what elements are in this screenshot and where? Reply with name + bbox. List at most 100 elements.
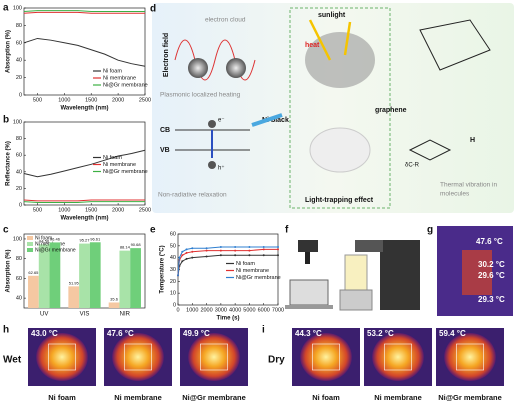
diagram-d: d Electron field electron cloud Plasmoni… [150,3,514,213]
x-tick-label: 2500 [139,97,151,103]
x-tick-label: 6000 [258,307,270,313]
bar [38,244,50,308]
temperature: 49.9 °C [183,329,210,338]
point [262,254,265,257]
bar [130,248,141,308]
panel-g: g 47.6 °C 30.2 °C 29.6 °C 29.3 °C [427,225,513,316]
panel-label: d [150,4,156,15]
condition: Wet [3,355,22,366]
particle [226,58,246,78]
x-tick-label: 2500 [139,207,151,213]
point [248,249,251,252]
y-tick-label: 80 [16,256,22,262]
point [178,256,181,259]
hot-region [112,333,164,381]
point [205,255,208,258]
point [262,246,265,249]
point [185,257,188,260]
sunlight: sunlight [318,12,346,19]
x-tick-label: 2000 [200,307,212,313]
hot-region [372,333,424,381]
y-tick-label: 30 [170,267,176,273]
legend-swatch [27,248,33,252]
point [234,249,237,252]
legend-label: Ni foam [103,155,122,161]
y-tick-label: 20 [16,186,22,192]
line-series [23,10,145,12]
bar [28,275,39,308]
ni-black-cluster [305,32,375,88]
plasmonic: Plasmonic localized heating [160,92,241,99]
electron: e⁻ [218,118,225,124]
line-series [23,149,146,178]
x-tick-label: 1000 [58,207,70,213]
bar [49,242,61,308]
y-axis-label: Absorption (%) [6,30,12,73]
value-label: 94.56 [39,238,50,243]
point [219,246,222,249]
bar [79,243,90,308]
y-tick-label: 0 [173,302,176,308]
point [248,254,251,257]
y-tick-label: 100 [13,119,22,125]
bar [108,302,120,308]
temperature: 29.6 °C [478,271,505,280]
sample-frame [384,343,412,371]
legend-swatch [27,242,33,246]
camera-grip [305,252,310,264]
temperature: 29.3 °C [478,295,505,304]
x-tick-label: VIS [80,312,90,318]
x-tick-label: 0 [176,307,179,313]
delta: δC-R [405,163,420,169]
legend-label: Ni foam [236,261,255,267]
y-tick-label: 60 [16,153,22,159]
x-tick-label: 500 [33,207,42,213]
point [219,254,222,257]
y-tick-label: 60 [170,231,176,237]
value-label: 35.6 [110,297,119,302]
point [185,251,188,254]
arrow [251,113,283,127]
cb: CB [160,127,170,134]
y-tick-label: 100 [13,5,22,11]
y-axis-label: Temperature (°C) [160,245,166,293]
sample-frame [48,343,76,371]
laptop-base [285,305,333,309]
point [205,249,208,252]
hot-region [188,333,240,381]
x-axis-label: Wavelength (nm) [60,106,108,112]
point [181,254,184,257]
panel-label: b [3,115,9,126]
x-tick-label: 500 [33,97,42,103]
point [248,246,251,249]
x-tick-label: 1000 [186,307,198,313]
temperature: 47.6 °C [107,329,134,338]
point [262,248,265,251]
sample-name: Ni membrane [374,393,422,402]
ni-black: Ni black [262,117,289,124]
sample-name: Ni foam [48,393,76,402]
hot-region [300,333,352,381]
x-tick-label: 7000 [272,307,284,313]
y-tick-label: 10 [170,291,176,297]
y-tick-label: 40 [16,169,22,175]
diagram-background [152,3,514,213]
thermal-vibration: Thermal vibration in [440,182,497,189]
x-tick-label: 3000 [215,307,227,313]
legend-label: Ni membrane [103,75,136,81]
light-trapping: Light-trapping effect [305,197,374,204]
y-tick-label: 100 [13,236,22,242]
hot-region [462,250,492,295]
x-tick-label: 1500 [85,97,97,103]
panel-label: h [3,325,9,336]
point [205,247,208,250]
legend-label: Ni@Gr membrane [103,169,148,175]
bar [68,286,80,308]
point [191,247,194,250]
sample-frame [456,343,484,371]
thermal-vibration: molecules [440,191,470,198]
vb: VB [160,147,170,154]
plot-frame [23,7,146,96]
x-tick-label: 1500 [85,207,97,213]
